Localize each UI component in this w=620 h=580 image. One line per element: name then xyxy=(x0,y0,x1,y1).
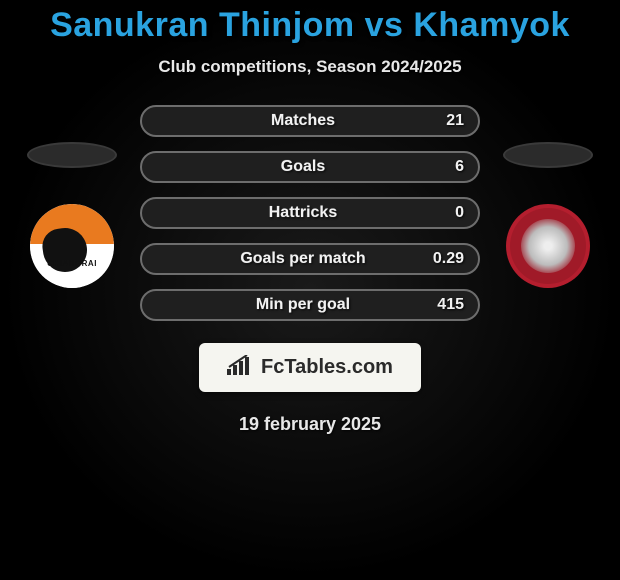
left-column: CHIANGRAI xyxy=(22,138,122,288)
page-title: Sanukran Thinjom vs Khamyok xyxy=(50,6,570,45)
stat-bar-min-per-goal: Min per goal 415 xyxy=(140,289,480,321)
stat-bar-goals-per-match: Goals per match 0.29 xyxy=(140,243,480,275)
stat-bar-goals: Goals 6 xyxy=(140,151,480,183)
brand-label: FcTables.com xyxy=(261,356,393,379)
stat-value: 21 xyxy=(424,112,464,130)
kirin-icon xyxy=(521,219,575,273)
team-badge-right xyxy=(506,204,590,288)
stat-label: Goals per match xyxy=(142,250,424,268)
stat-bar-matches: Matches 21 xyxy=(140,105,480,137)
stat-value: 415 xyxy=(424,296,464,314)
date-label: 19 february 2025 xyxy=(239,414,381,435)
stat-value: 0 xyxy=(424,204,464,222)
stat-label: Matches xyxy=(142,112,424,130)
stat-value: 6 xyxy=(424,158,464,176)
stats-bars: Matches 21 Goals 6 Hattricks 0 Goals per… xyxy=(140,105,480,321)
stat-value: 0.29 xyxy=(424,250,464,268)
subtitle: Club competitions, Season 2024/2025 xyxy=(158,57,461,77)
right-column xyxy=(498,138,598,288)
left-disc-icon xyxy=(27,142,117,168)
stat-label: Min per goal xyxy=(142,296,424,314)
right-disc-icon xyxy=(503,142,593,168)
brand-badge[interactable]: FcTables.com xyxy=(199,343,421,392)
stat-label: Hattricks xyxy=(142,204,424,222)
team-badge-left: CHIANGRAI xyxy=(30,204,114,288)
bar-chart-icon xyxy=(227,355,251,380)
comparison-row: CHIANGRAI Matches 21 Goals 6 Hattricks 0… xyxy=(0,105,620,321)
badge-left-label: CHIANGRAI xyxy=(30,259,114,268)
stat-label: Goals xyxy=(142,158,424,176)
stat-bar-hattricks: Hattricks 0 xyxy=(140,197,480,229)
